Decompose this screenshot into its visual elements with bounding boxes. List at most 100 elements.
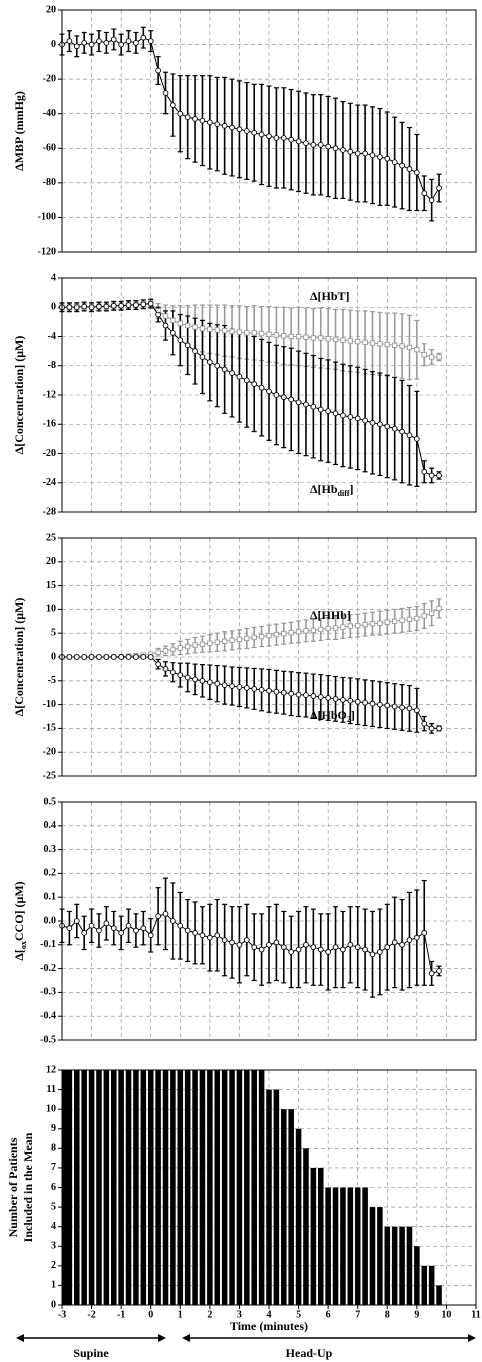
marker — [288, 396, 295, 403]
marker — [310, 693, 317, 699]
marker — [221, 328, 228, 334]
marker — [103, 654, 110, 660]
marker — [66, 38, 73, 44]
marker — [288, 136, 295, 143]
marker — [340, 412, 346, 419]
marker — [406, 937, 413, 943]
y-tick-label: -0.5 — [40, 1034, 56, 1045]
series-line — [62, 656, 440, 729]
y-tick-label: 1 — [51, 1280, 56, 1291]
marker — [391, 703, 398, 710]
y-tick-label: 6 — [51, 1182, 56, 1193]
marker — [303, 401, 309, 408]
marker — [310, 335, 317, 341]
marker — [414, 347, 420, 353]
marker — [273, 392, 280, 398]
bar — [192, 1070, 198, 1305]
y-tick-label: 7 — [51, 1162, 56, 1173]
bar — [229, 1070, 235, 1305]
marker — [281, 631, 287, 637]
y-tick-label: 10 — [46, 1103, 56, 1114]
bar — [125, 1070, 132, 1305]
marker — [354, 944, 361, 951]
y-tick-label: 0.3 — [44, 844, 57, 855]
series-label-part: ] — [350, 482, 354, 496]
marker — [280, 394, 287, 401]
x-tick-label: -3 — [58, 1309, 66, 1320]
bar — [325, 1187, 331, 1305]
y-tick-label: -4 — [48, 331, 56, 342]
bar — [310, 1167, 317, 1305]
marker — [303, 140, 309, 146]
bar — [177, 1070, 184, 1305]
bar — [103, 1070, 110, 1305]
arrow-head — [16, 1334, 24, 1342]
marker — [428, 197, 435, 203]
marker — [229, 124, 235, 131]
marker — [384, 155, 391, 162]
marker — [96, 927, 102, 934]
plot-frame — [61, 537, 477, 777]
bar — [184, 1070, 191, 1305]
y-tick-label: -5 — [48, 675, 56, 686]
x-tick-label: -1 — [117, 1309, 125, 1320]
marker — [273, 631, 280, 638]
x-axis-title: Time (minutes) — [230, 1319, 308, 1333]
marker — [73, 918, 80, 924]
marker — [192, 642, 198, 648]
marker — [421, 930, 428, 936]
y-tick-label: 3 — [51, 1241, 56, 1252]
marker — [177, 320, 183, 326]
marker — [354, 698, 361, 705]
y-tick-label: 0.1 — [44, 891, 57, 902]
series-label-sub: 2 — [347, 715, 351, 724]
marker — [377, 341, 383, 347]
marker — [391, 159, 398, 165]
marker — [170, 317, 176, 324]
marker — [280, 689, 287, 696]
marker — [207, 679, 213, 686]
marker — [133, 654, 139, 660]
marker — [177, 672, 184, 678]
marker — [214, 680, 221, 687]
marker — [310, 944, 317, 951]
marker — [288, 630, 294, 636]
series-label-part: ] — [351, 708, 355, 722]
series-label: Δ[HbT] — [310, 289, 350, 303]
marker — [428, 725, 435, 732]
marker — [118, 930, 124, 936]
marker — [384, 702, 391, 709]
marker — [221, 638, 228, 644]
marker — [347, 623, 353, 629]
y-tick-label: 8 — [51, 1143, 56, 1154]
plot-frame — [61, 801, 477, 1041]
marker — [162, 313, 169, 319]
marker — [236, 941, 243, 948]
bar — [332, 1187, 339, 1305]
marker — [244, 330, 250, 336]
marker — [147, 654, 154, 660]
bar — [377, 1207, 383, 1305]
marker — [325, 408, 331, 414]
marker — [266, 941, 272, 948]
y-axis-title: Δ[Concentration] (μM) — [12, 598, 26, 717]
x-tick-label: 7 — [355, 1309, 360, 1320]
bar — [207, 1070, 213, 1305]
marker — [391, 939, 398, 946]
marker — [295, 946, 302, 953]
marker — [96, 303, 102, 310]
y-tick-label: -25 — [43, 770, 56, 781]
marker — [355, 338, 361, 345]
marker — [280, 135, 287, 141]
marker — [199, 641, 206, 647]
y-tick-label: -40 — [43, 108, 56, 119]
y-tick-label: 0 — [51, 651, 56, 662]
marker — [243, 377, 250, 384]
marker — [258, 686, 265, 693]
marker — [140, 34, 147, 41]
marker — [207, 359, 213, 365]
marker — [288, 949, 295, 955]
marker — [325, 949, 331, 955]
marker — [436, 968, 442, 974]
marker — [332, 625, 339, 631]
